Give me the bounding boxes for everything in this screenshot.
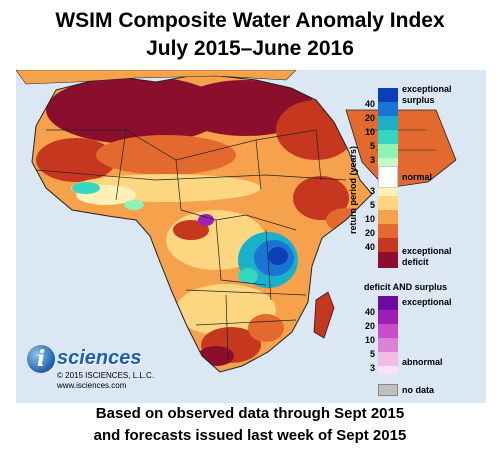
legend-both-title: deficit AND surplus <box>364 282 448 292</box>
legend-tick: 5 <box>369 200 375 210</box>
legend-tick: 5 <box>369 349 375 359</box>
legend-swatch-normal <box>378 166 398 188</box>
legend-swatch-deficit-exceptional <box>378 252 398 268</box>
legend-normal-label: normal <box>402 172 433 182</box>
legend-swatch-both-10 <box>378 338 398 352</box>
madagascar <box>313 291 335 339</box>
legend-swatch-both-5 <box>378 352 398 366</box>
legend-axis-label: return period (years) <box>348 145 358 234</box>
legend-tick: 40 <box>364 307 375 317</box>
legend-swatch-no-data <box>378 384 398 396</box>
legend-swatch-deficit-5 <box>378 196 398 210</box>
arabian-peninsula <box>345 109 457 189</box>
map-title: WSIM Composite Water Anomaly Index <box>55 9 445 32</box>
legend-surplus-label-1: exceptional <box>402 84 452 94</box>
legend-tick: 20 <box>364 113 375 123</box>
legend-tick: 10 <box>364 214 375 224</box>
isciences-logo-word: sciences <box>57 347 142 369</box>
footer-line-1: Based on observed data through Sept 2015 <box>95 405 405 422</box>
legend-deficit-label-2: deficit <box>402 257 429 267</box>
legend-swatch-deficit-10 <box>378 210 398 224</box>
legend-tick: 3 <box>369 155 375 165</box>
legend-no-data-label: no data <box>402 385 435 395</box>
legend-tick: 3 <box>369 186 375 196</box>
legend-surplus-label-2: surplus <box>402 95 435 105</box>
legend-tick: 40 <box>364 242 375 252</box>
legend-swatch-both-40 <box>378 310 398 324</box>
copyright-text: © 2015 ISCIENCES, L.L.C. <box>57 371 155 380</box>
legend-swatch-both-20 <box>378 324 398 338</box>
legend-swatch-deficit-3 <box>378 188 398 196</box>
legend-swatch-deficit-40 <box>378 238 398 252</box>
europe-strip <box>16 70 297 85</box>
isciences-logo-mark: i <box>27 345 55 373</box>
legend-tick: 40 <box>364 99 375 109</box>
legend-both-top-label: exceptional <box>402 297 452 307</box>
legend-swatch-surplus-10 <box>378 130 398 144</box>
legend-tick: 5 <box>369 141 375 151</box>
legend-tick: 20 <box>364 321 375 331</box>
legend-tick: 10 <box>364 335 375 345</box>
legend-swatch-both-3 <box>378 366 398 374</box>
legend-both-bottom-label: abnormal <box>402 357 443 367</box>
legend-tick: 20 <box>364 228 375 238</box>
legend-swatch-surplus-20 <box>378 116 398 130</box>
map-period: July 2015–June 2016 <box>146 37 354 60</box>
legend-swatch-surplus-3 <box>378 158 398 166</box>
legend-deficit-label-1: exceptional <box>402 246 452 256</box>
website-url: www.isciences.com <box>57 381 127 390</box>
legend-tick: 3 <box>369 363 375 373</box>
legend-swatch-surplus-exceptional <box>378 88 398 102</box>
country-borders <box>35 129 347 361</box>
legend-swatch-both-exceptional <box>378 296 398 310</box>
footer-line-2: and forecasts issued last week of Sept 2… <box>93 427 407 444</box>
map-panel <box>16 70 486 403</box>
legend-tick: 10 <box>364 127 375 137</box>
legend-swatch-deficit-20 <box>378 224 398 238</box>
legend-swatch-surplus-5 <box>378 144 398 158</box>
legend-swatch-surplus-40 <box>378 102 398 116</box>
africa-map <box>16 70 457 373</box>
